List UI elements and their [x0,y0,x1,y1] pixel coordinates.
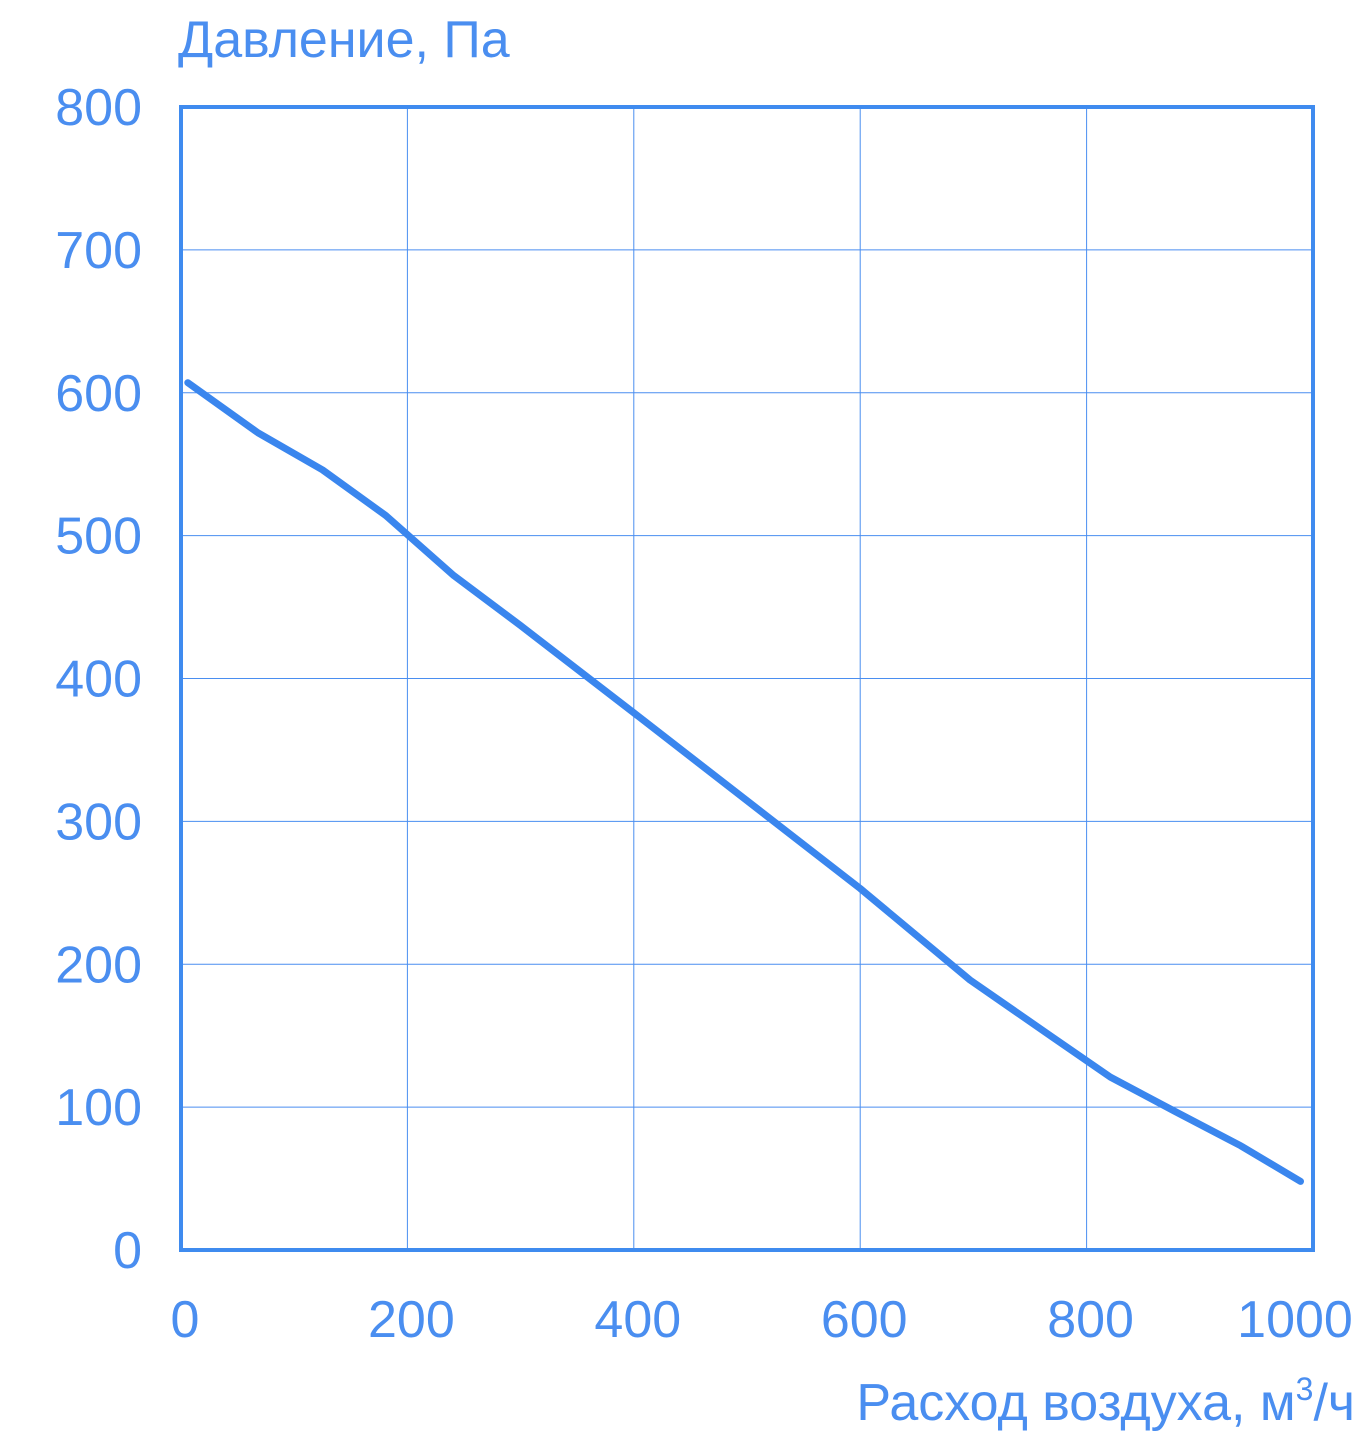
x-tick-label: 400 [594,1291,681,1349]
grid [180,106,1314,1251]
x-tick-label: 800 [1047,1291,1134,1349]
x-axis-label: Расход воздуха, м3/ч [856,1371,1355,1432]
plot-frame [179,105,1315,1252]
y-tick-label: 0 [113,1222,142,1280]
y-axis-label: Давление, Па [178,11,510,69]
x-tick-label: 1000 [1237,1291,1353,1349]
x-tick-label: 200 [368,1291,455,1349]
y-tick-label: 600 [55,365,142,423]
y-tick-label: 400 [55,651,142,709]
y-tick-label: 800 [55,79,142,137]
y-tick-label: 100 [55,1079,142,1137]
y-tick-label: 300 [55,793,142,851]
x-tick-label: 600 [821,1291,908,1349]
x-axis-label-main: Расход воздуха, м [856,1374,1295,1432]
x-axis-label-sup: 3 [1296,1371,1314,1407]
x-tick-label: 0 [171,1291,200,1349]
y-tick-labels: 0 100 200 300 400 500 600 700 800 [55,79,142,1280]
y-tick-label: 200 [55,936,142,994]
x-tick-labels: 0 200 400 600 800 1000 [171,1291,1353,1349]
y-tick-label: 700 [55,222,142,280]
x-axis-label-tail: /ч [1313,1374,1355,1432]
y-tick-label: 500 [55,508,142,566]
series-line [184,379,1304,1185]
